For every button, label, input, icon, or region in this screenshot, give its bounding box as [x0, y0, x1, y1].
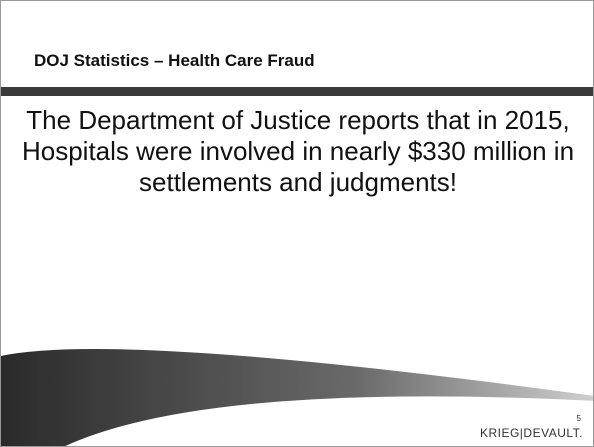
slide-title: DOJ Statistics – Health Care Fraud — [34, 51, 315, 70]
page-number: 5 — [576, 414, 581, 423]
body-text: The Department of Justice reports that i… — [21, 105, 575, 197]
logo: KRIEG|DEVAULT. — [479, 426, 583, 440]
title-bar — [1, 87, 593, 96]
